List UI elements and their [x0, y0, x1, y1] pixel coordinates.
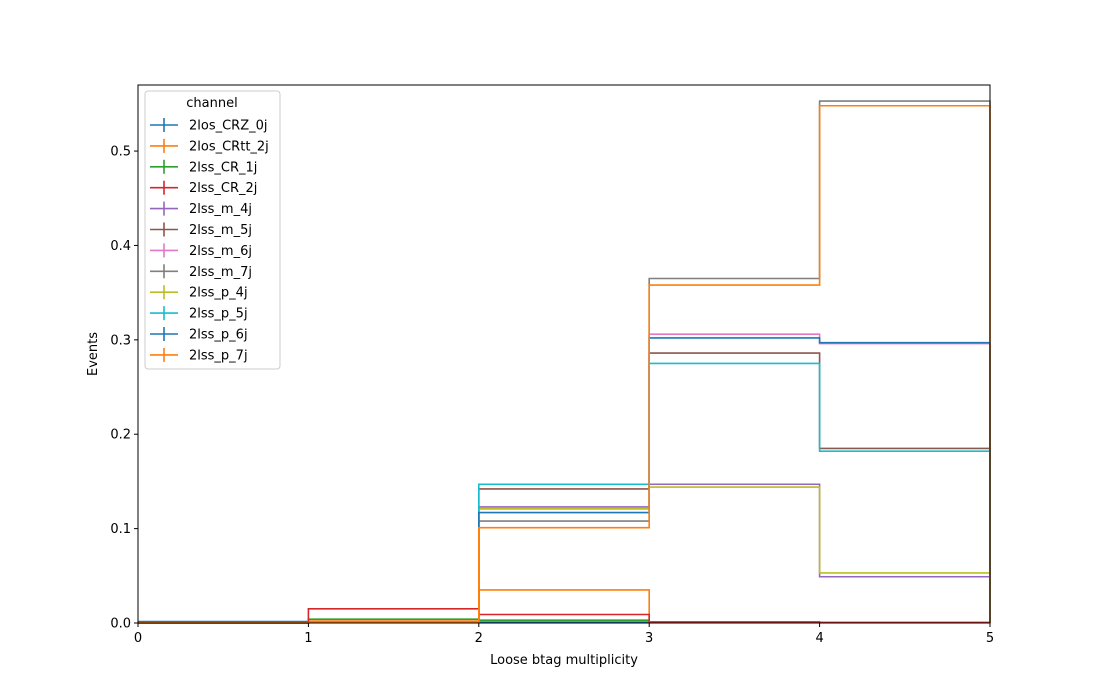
x-tick-label: 2	[475, 631, 483, 646]
legend-label: 2lss_CR_1j	[189, 160, 257, 175]
axes-frame	[137, 84, 991, 624]
legend-label: 2lss_m_4j	[189, 202, 252, 217]
legend-label: 2lss_CR_2j	[189, 181, 257, 196]
legend-label: 2lss_p_5j	[189, 307, 248, 322]
legend-label: 2lss_p_4j	[189, 286, 248, 301]
x-tick-label: 0	[134, 631, 142, 646]
legend-label: 2lss_m_5j	[189, 223, 252, 238]
x-tick-label: 4	[815, 631, 823, 646]
y-tick-label: 0.4	[110, 239, 131, 254]
x-tick-label: 1	[304, 631, 312, 646]
legend-title: channel	[186, 96, 237, 111]
legend-label: 2los_CRZ_0j	[189, 119, 268, 134]
y-axis-ticks: 0.0 0.1 0.2 0.3 0.4 0.5	[110, 145, 138, 632]
y-axis-label: Events	[86, 332, 101, 376]
y-tick-label: 0.3	[110, 333, 131, 348]
legend-label: 2los_CRtt_2j	[189, 139, 269, 154]
legend-label: 2lss_m_7j	[189, 265, 252, 280]
y-tick-label: 0.1	[110, 522, 131, 537]
legend-box	[144, 90, 281, 370]
legend: channel 2los_CRZ_0j 2los_CRtt_2j 2lss_CR_1…	[144, 90, 281, 370]
legend-label: 2lss_p_6j	[189, 328, 248, 343]
x-tick-label: 5	[986, 631, 994, 646]
legend-label: 2lss_m_6j	[189, 244, 252, 259]
x-axis-label: Loose btag multiplicity	[490, 653, 638, 668]
y-tick-label: 0.5	[110, 145, 131, 160]
x-tick-label: 3	[645, 631, 653, 646]
legend-entries: 2los_CRZ_0j 2los_CRtt_2j 2lss_CR_1j 2lss_CR…	[150, 118, 269, 363]
y-tick-label: 0.2	[110, 428, 131, 443]
legend-label: 2lss_p_7j	[189, 348, 248, 363]
y-tick-label: 0.0	[110, 617, 131, 632]
x-axis-ticks: 0 1 2 3 4 5	[134, 623, 994, 646]
